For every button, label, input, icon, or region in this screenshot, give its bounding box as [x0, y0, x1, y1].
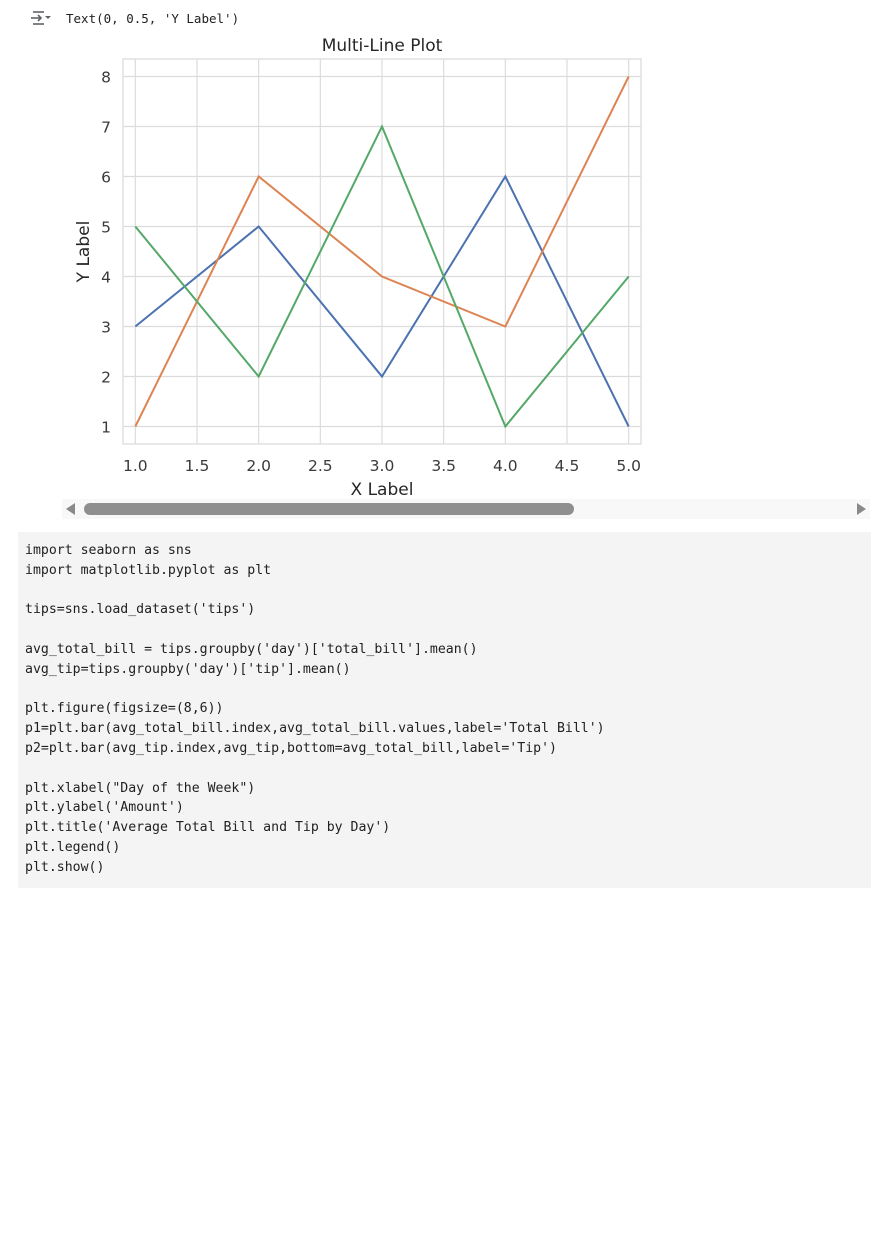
code-editor[interactable]: import seaborn as sns import matplotlib.p…	[18, 532, 871, 878]
code-line	[25, 581, 871, 601]
x-tick-label: 3.0	[370, 457, 395, 475]
y-tick-label: 6	[101, 169, 111, 187]
code-line: avg_total_bill = tips.groupby('day')['to…	[25, 641, 478, 657]
x-tick-label: 4.5	[555, 457, 580, 475]
x-tick-label: 1.0	[123, 457, 148, 475]
y-tick-label: 4	[101, 269, 111, 287]
x-tick-label: 1.5	[185, 457, 210, 475]
y-tick-label: 5	[101, 219, 111, 237]
code-line: tips=sns.load_dataset('tips')	[25, 602, 256, 618]
x-tick-label: 4.0	[493, 457, 518, 475]
code-line: plt.xlabel("Day of the Week")	[25, 780, 256, 796]
code-line: import seaborn as sns	[25, 543, 192, 558]
code-line	[25, 620, 871, 640]
y-tick-label: 3	[101, 319, 111, 337]
code-line: plt.show()	[25, 859, 105, 875]
code-line: plt.figure(figsize=(8,6))	[25, 701, 224, 717]
output-header: Text(0, 0.5, 'Y Label')	[30, 8, 239, 28]
y-tick-label: 2	[101, 369, 111, 387]
y-tick-label: 8	[101, 69, 111, 87]
x-tick-label: 5.0	[616, 457, 641, 475]
x-axis-label: X Label	[351, 480, 414, 496]
y-tick-label: 7	[101, 119, 111, 137]
chart-title: Multi-Line Plot	[322, 36, 443, 56]
code-line: p2=plt.bar(avg_tip.index,avg_tip,bottom=…	[25, 740, 557, 756]
scroll-left-arrow-icon[interactable]	[66, 503, 75, 515]
output-text: Text(0, 0.5, 'Y Label')	[66, 10, 240, 26]
code-line: plt.ylabel('Amount')	[25, 800, 184, 816]
code-line	[25, 680, 871, 700]
x-tick-label: 2.0	[246, 457, 271, 475]
x-tick-label: 3.5	[431, 457, 456, 475]
multi-line-chart: 1.0 1.5 2.0 2.5 3.0 3.5 4.0 4.5 5.0 1 2 3 4 5 6 7 8 Multi…	[74, 36, 642, 496]
code-cell[interactable]: import seaborn as sns import matplotlib.p…	[18, 532, 871, 888]
x-tick-label: 2.5	[308, 457, 333, 475]
code-line: plt.title('Average Total Bill and Tip by…	[25, 820, 391, 836]
y-tick-label: 1	[101, 419, 111, 437]
code-line: import matplotlib.pyplot as plt	[25, 562, 272, 578]
series-line-2	[134, 76, 630, 427]
code-line: p1=plt.bar(avg_total_bill.index,avg_tota…	[25, 721, 605, 737]
scrollbar-thumb[interactable]	[84, 503, 574, 515]
output-collapse-icon[interactable]	[30, 9, 52, 27]
code-line: plt.legend()	[25, 839, 121, 855]
horizontal-scrollbar[interactable]	[62, 499, 870, 519]
series-line-3	[134, 124, 630, 429]
code-line	[25, 759, 871, 779]
code-line: avg_tip=tips.groupby('day')['tip'].mean(…	[25, 661, 351, 677]
y-axis-label: Y Label	[74, 221, 94, 284]
scroll-right-arrow-icon[interactable]	[857, 503, 866, 515]
